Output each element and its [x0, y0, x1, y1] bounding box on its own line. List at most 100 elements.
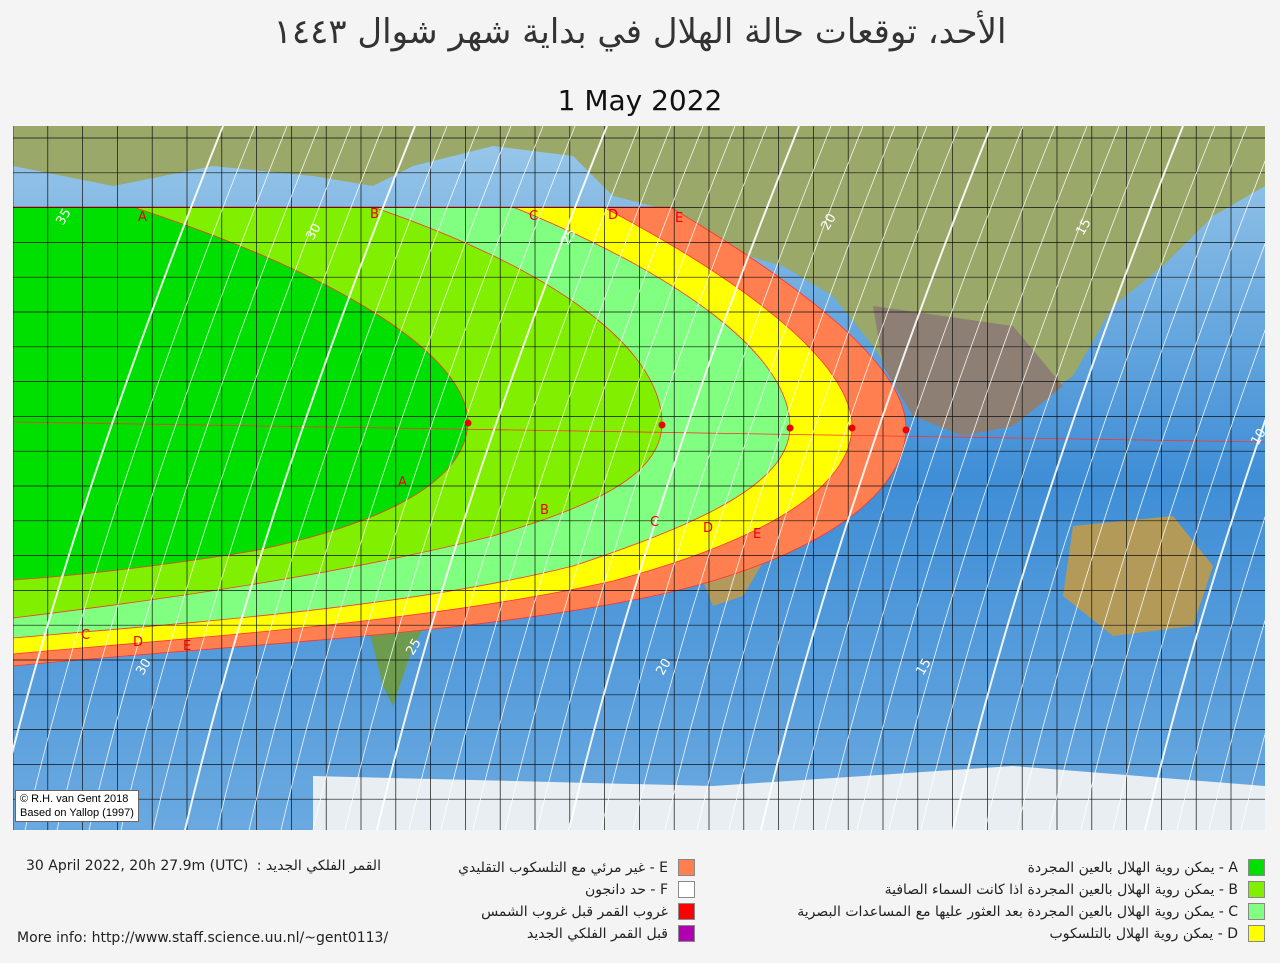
contour-label: 35 [53, 206, 74, 228]
zone-label: D [703, 521, 713, 536]
legend-text: غروب القمر قبل غروب الشمس [481, 903, 668, 920]
altitude-contours: 35 30 25 20 15 10 30 20 15 25 [13, 126, 1265, 830]
contour-label: 20 [653, 656, 674, 678]
zone-label: E [675, 211, 683, 226]
contour-line [568, 126, 800, 830]
visibility-map: 35 30 25 20 15 10 30 20 15 25 A B C D E A B C D E C D E [13, 126, 1265, 830]
contour-line [984, 126, 1216, 830]
contour-line [952, 126, 1184, 830]
legend-swatch [678, 925, 695, 942]
new-moon-info: 30 April 2022, 20h 27.9m (UTC) القمر الف… [26, 858, 381, 874]
contour-line [56, 126, 288, 830]
zone-vertex-point [786, 424, 794, 432]
contour-line [408, 126, 640, 830]
zone-vertex-points [464, 419, 910, 434]
legend-item: D - يمكن روية الهلال بالتلسكوب [1050, 925, 1265, 942]
legend-swatch [1248, 881, 1265, 898]
contour-line [248, 126, 480, 830]
zone-label: B [370, 207, 379, 222]
legend-text: D - يمكن روية الهلال بالتلسكوب [1049, 925, 1238, 942]
legend-item: F - حد دانجون [585, 881, 695, 898]
legend-text: B - يمكن روية الهلال بالعين المجردة اذا … [884, 881, 1238, 898]
contour-line [1176, 515, 1265, 830]
contour-label: 25 [558, 226, 579, 248]
zone-label: C [650, 515, 659, 530]
zone-label: E [183, 639, 191, 654]
legend-text: F - حد دانجون [584, 881, 668, 898]
contour-line [1048, 160, 1265, 830]
zone-label: D [608, 208, 618, 223]
contour-line [600, 126, 832, 830]
legend-text: قبل القمر الفلكي الجديد [527, 925, 668, 942]
contour-line [152, 126, 384, 830]
contour-line [24, 126, 256, 830]
legend-text: A - يمكن روية الهلال بالعين المجردة [1027, 859, 1238, 876]
zone-vertex-point [658, 421, 666, 429]
contour-line [632, 126, 864, 830]
zone-labels: A B C D E A B C D E C D E [81, 207, 761, 654]
contour-line [88, 126, 320, 830]
contour-label: 30 [303, 221, 324, 243]
page-title: الأحد، توقعات حالة الهلال في بداية شهر ش… [273, 12, 1007, 52]
contour-line [120, 126, 352, 830]
contour-line [344, 126, 576, 830]
contour-line [376, 126, 608, 830]
legend-swatch [1248, 903, 1265, 920]
contour-line [184, 126, 416, 830]
legend-text: E - غير مرئي مع التلسكوب التقليدي [458, 859, 668, 876]
contour-line [888, 126, 1120, 830]
contour-line [1144, 417, 1265, 830]
credit-line: Based on Yallop (1997) [20, 807, 134, 819]
zone-label: C [529, 209, 538, 224]
contour-line [728, 126, 960, 830]
contour-line [504, 126, 736, 830]
contour-line [1208, 619, 1265, 830]
contour-label: 15 [913, 656, 934, 678]
contour-label: 30 [133, 656, 154, 678]
zone-label: A [138, 210, 147, 225]
legend-item: E - غير مرئي مع التلسكوب التقليدي [458, 859, 695, 876]
contour-line [1112, 329, 1265, 830]
zone-vertex-point [464, 419, 472, 427]
contour-line [824, 126, 1056, 830]
zone-a [13, 206, 469, 581]
zone-label: A [398, 475, 407, 490]
legend-item: B - يمكن روية الهلال بالعين المجردة اذا … [885, 881, 1265, 898]
contour-line [696, 126, 928, 830]
zone-label: D [133, 635, 143, 650]
contour-label: 15 [1073, 216, 1094, 238]
contour-line [312, 126, 544, 830]
legend-item: A - يمكن روية الهلال بالعين المجردة [1028, 859, 1265, 876]
contour-line [440, 126, 672, 830]
zone-label: B [540, 503, 549, 518]
new-moon-label: القمر الفلكي الجديد : [256, 858, 381, 874]
legend-swatch [678, 903, 695, 920]
zone-label: C [81, 628, 90, 643]
contour-line [664, 126, 896, 830]
zone-vertex-point [848, 424, 856, 432]
legend-swatch [1248, 859, 1265, 876]
contour-line [1016, 126, 1248, 830]
credit-box: © R.H. van Gent 2018 Based on Yallop (19… [15, 790, 139, 822]
legend-item: غروب القمر قبل غروب الشمس [481, 903, 695, 920]
new-moon-value: 30 April 2022, 20h 27.9m (UTC) [26, 858, 249, 874]
legend-swatch [1248, 925, 1265, 942]
legend-item: C - يمكن روية الهلال بالعين المجردة بعد … [797, 903, 1265, 920]
contour-line [856, 126, 1088, 830]
contour-line [13, 126, 224, 754]
contour-line [1080, 242, 1265, 830]
map-date: 1 May 2022 [557, 84, 723, 117]
contour-line [536, 126, 768, 830]
contour-line [920, 126, 1152, 830]
contour-line [472, 126, 704, 830]
contour-line [792, 126, 1024, 830]
more-info-link[interactable]: More info: http://www.staff.science.uu.n… [17, 930, 389, 946]
legend-item: قبل القمر الفلكي الجديد [527, 925, 695, 942]
legend-swatch [678, 881, 695, 898]
legend-text: C - يمكن روية الهلال بالعين المجردة بعد … [797, 903, 1238, 920]
contour-line [216, 126, 448, 830]
contour-label: 20 [818, 211, 839, 233]
contour-label: 10 [1248, 426, 1265, 448]
credit-line: © R.H. van Gent 2018 [20, 793, 129, 805]
zone-label: E [753, 527, 761, 542]
